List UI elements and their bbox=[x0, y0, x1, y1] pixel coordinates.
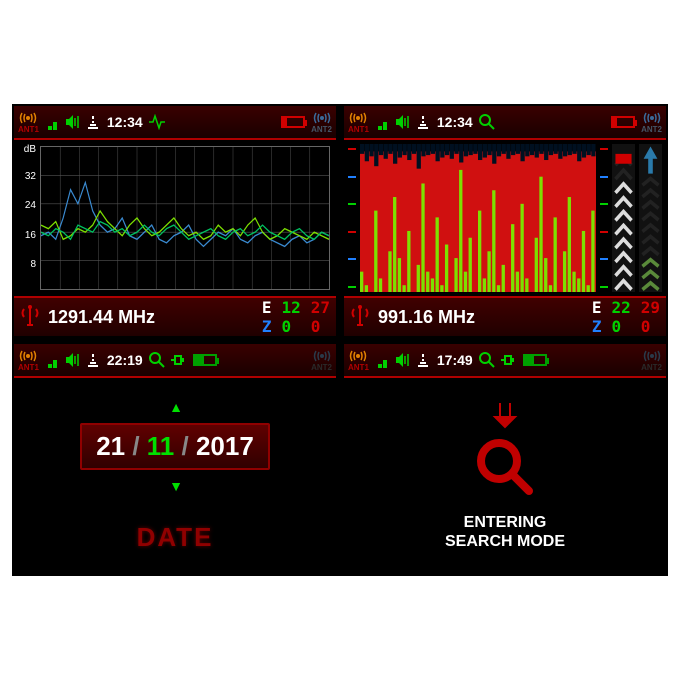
plug-icon bbox=[171, 352, 187, 368]
status-icons bbox=[45, 352, 101, 368]
signal-icon bbox=[85, 352, 101, 368]
frequency-bar: 991.16 MHz E2229 Z00 bbox=[344, 296, 666, 336]
antenna1-icon: ANT1 bbox=[348, 349, 369, 372]
speaker-icon bbox=[65, 352, 81, 368]
clock: 17:49 bbox=[437, 352, 473, 368]
status-bar: ANT1 12:34 ANT2 bbox=[14, 106, 336, 140]
status-bar: ANT1 22:19 ANT2 bbox=[14, 344, 336, 378]
battery-bars-icon bbox=[375, 114, 391, 130]
frequency-value: 1291.44 MHz bbox=[48, 307, 254, 328]
plug-icon bbox=[501, 352, 517, 368]
caret-up-icon: ▲ bbox=[169, 399, 181, 415]
antenna2-icon: ANT2 bbox=[311, 349, 332, 372]
clock: 12:34 bbox=[107, 114, 143, 130]
antenna1-icon: ANT1 bbox=[18, 111, 39, 134]
battery-low-icon bbox=[281, 116, 305, 128]
date-value[interactable]: 21 / 11 / 2017 bbox=[80, 423, 270, 470]
scale-ticks-right bbox=[600, 144, 608, 292]
magnifier-icon bbox=[475, 437, 535, 497]
scale-ticks-left bbox=[348, 144, 356, 292]
battery-bars-icon bbox=[45, 114, 61, 130]
speaker-icon bbox=[395, 352, 411, 368]
battery-mid-icon bbox=[523, 354, 547, 366]
antenna2-icon: ANT2 bbox=[641, 349, 662, 372]
ez-readout: E1227 Z00 bbox=[262, 298, 330, 336]
date-label: DATE bbox=[137, 522, 214, 553]
spectrum-area bbox=[344, 140, 666, 296]
status-icons bbox=[45, 114, 101, 130]
search-icon bbox=[479, 352, 495, 368]
caret-down-icon: ▼ bbox=[169, 478, 181, 494]
meter-right bbox=[639, 144, 662, 292]
battery-bars-icon bbox=[45, 352, 61, 368]
antenna2-icon: ANT2 bbox=[311, 111, 332, 134]
meter-left bbox=[612, 144, 635, 292]
antenna2-icon: ANT2 bbox=[641, 111, 662, 134]
arrow-down-icon bbox=[490, 401, 520, 429]
date-editor[interactable]: ▲ 21 / 11 / 2017 ▼ DATE bbox=[14, 378, 336, 574]
signal-icon bbox=[415, 114, 431, 130]
search-mode-indicator: ENTERING SEARCH MODE bbox=[344, 378, 666, 574]
clock: 12:34 bbox=[437, 114, 473, 130]
tower-icon bbox=[20, 303, 40, 332]
battery-low-icon bbox=[611, 116, 635, 128]
ez-readout: E2229 Z00 bbox=[592, 298, 660, 336]
level-meters bbox=[612, 144, 662, 292]
clock: 22:19 bbox=[107, 352, 143, 368]
status-bar: ANT1 12:34 ANT2 bbox=[344, 106, 666, 140]
battery-mid-icon bbox=[193, 354, 217, 366]
spectrum-chart bbox=[360, 144, 596, 292]
tower-icon bbox=[350, 303, 370, 332]
speaker-icon bbox=[395, 114, 411, 130]
status-icons bbox=[375, 114, 431, 130]
frequency-value: 991.16 MHz bbox=[378, 307, 584, 328]
device-screens-grid: ANT1 12:34 ANT2 dB 32 24 16 8 bbox=[12, 104, 668, 576]
search-mode-text: ENTERING SEARCH MODE bbox=[445, 513, 565, 551]
activity-icon bbox=[149, 114, 165, 130]
search-icon bbox=[479, 114, 495, 130]
signal-icon bbox=[85, 114, 101, 130]
line-chart: dB 32 24 16 8 bbox=[18, 144, 332, 292]
battery-bars-icon bbox=[375, 352, 391, 368]
antenna1-icon: ANT1 bbox=[348, 111, 369, 134]
frequency-bar: 1291.44 MHz E1227 Z00 bbox=[14, 296, 336, 336]
screen-spectrum-bars: ANT1 12:34 ANT2 bbox=[344, 106, 666, 336]
y-axis-labels: dB 32 24 16 8 bbox=[18, 144, 38, 292]
antenna1-icon: ANT1 bbox=[18, 349, 39, 372]
signal-icon bbox=[415, 352, 431, 368]
search-icon bbox=[149, 352, 165, 368]
screen-spectrum-lines: ANT1 12:34 ANT2 dB 32 24 16 8 bbox=[14, 106, 336, 336]
screen-search-mode: ANT1 17:49 ANT2 bbox=[344, 344, 666, 574]
screen-date-setting: ANT1 22:19 ANT2 ▲ 21 / 11 / 2017 ▼ DA bbox=[14, 344, 336, 574]
speaker-icon bbox=[65, 114, 81, 130]
status-icons bbox=[375, 352, 431, 368]
status-bar: ANT1 17:49 ANT2 bbox=[344, 344, 666, 378]
